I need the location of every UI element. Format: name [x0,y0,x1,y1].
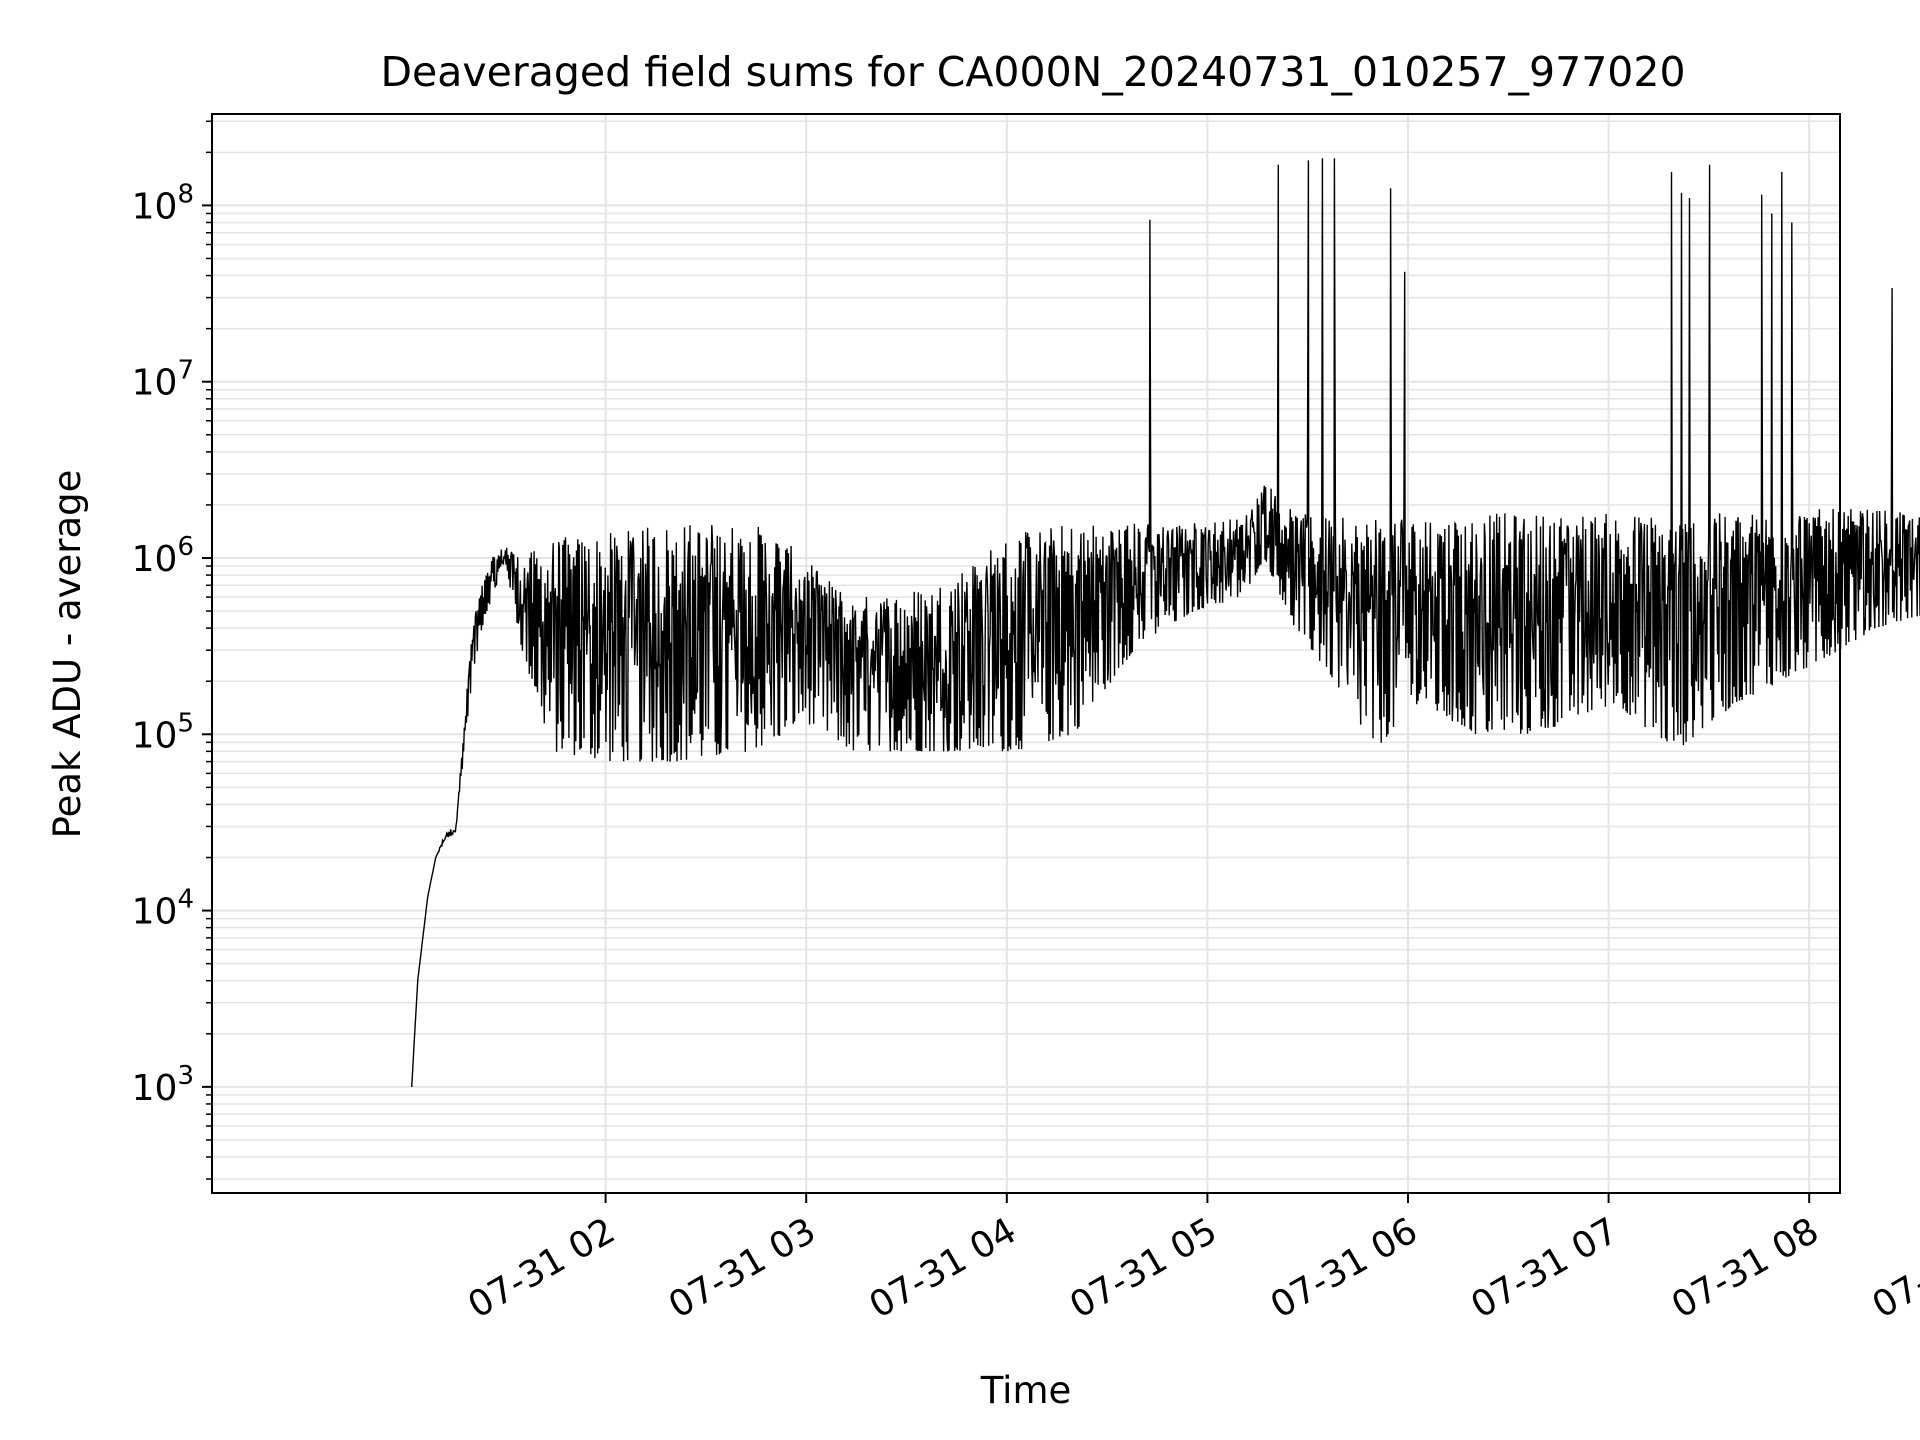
x-axis-label: Time [980,1369,1072,1412]
x-tick-label: 07-31 07 [1464,1210,1625,1326]
x-tick-label: 07-31 03 [662,1210,823,1326]
x-tick-label: 07-31 05 [1063,1210,1224,1326]
y-tick-label: 105 [132,708,194,756]
y-axis: 103 104 105 106 107 108 [132,120,212,1180]
plot-frame [211,113,1841,1194]
y-axis-label: Peak ADU - average [46,470,89,839]
y-tick-label: 104 [132,885,194,933]
x-tick-label: 07-31 02 [461,1210,622,1326]
y-tick-label: 103 [132,1061,194,1109]
y-tick-label: 108 [132,179,194,227]
x-axis: 07-31 02 07-31 03 07-31 04 07-31 05 07-31 06… [461,1193,1920,1327]
x-tick-label: 07-31 04 [863,1210,1024,1326]
x-tick-label: 07-31 08 [1665,1210,1826,1326]
y-tick-label: 107 [132,356,194,404]
series-line [411,158,1920,1087]
y-tick-label: 106 [132,532,194,580]
grid [212,114,1840,1193]
series-group [411,158,1920,1087]
x-tick-label: 07-31 06 [1264,1210,1425,1326]
chart-title: Deaveraged field sums for CA000N_2024073… [380,48,1685,96]
x-tick-label: 07-31 09 [1866,1210,1920,1326]
